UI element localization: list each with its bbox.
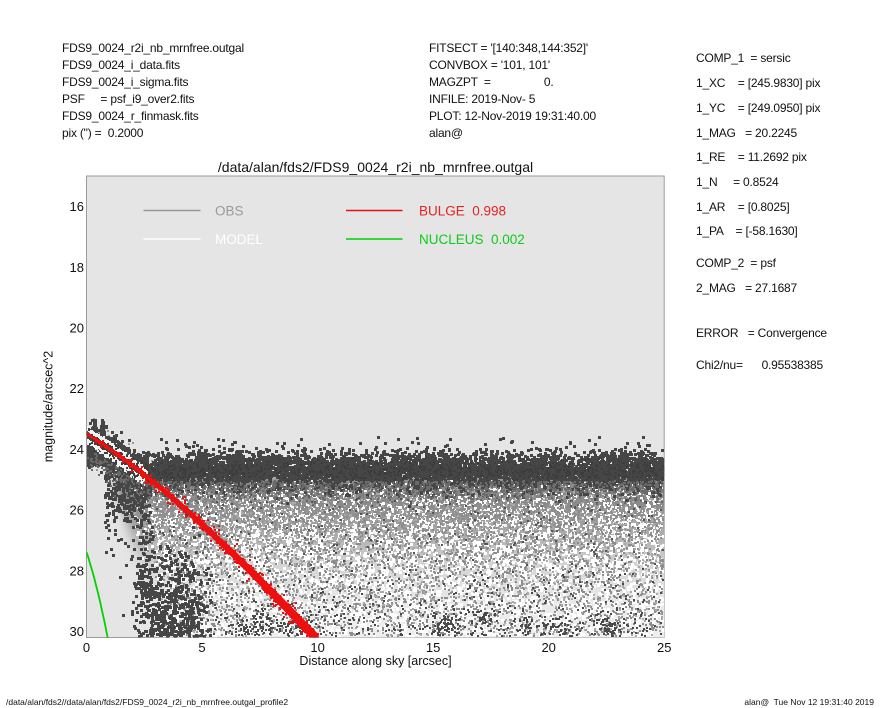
svg-text:/data/alan/fds2/FDS9_0024_r2i_: /data/alan/fds2/FDS9_0024_r2i_nb_mrnfree… bbox=[218, 159, 533, 175]
svg-text:1_YC = [249.0950] pix: 1_YC = [249.0950] pix bbox=[696, 101, 820, 115]
svg-text:5: 5 bbox=[198, 640, 205, 655]
svg-text:26: 26 bbox=[70, 503, 84, 518]
svg-text:MAGZPT = 0.: MAGZPT = 0. bbox=[429, 75, 554, 89]
svg-text:2_MAG = 27.1687: 2_MAG = 27.1687 bbox=[696, 281, 798, 295]
svg-text:magnitude/arcsec^2: magnitude/arcsec^2 bbox=[42, 351, 56, 463]
svg-text:PLOT: 12-Nov-2019 19:31:40.00: PLOT: 12-Nov-2019 19:31:40.00 bbox=[429, 109, 597, 123]
svg-text:FITSECT = '[140:348,144:352]': FITSECT = '[140:348,144:352]' bbox=[429, 41, 588, 55]
svg-text:CONVBOX = '101, 101': CONVBOX = '101, 101' bbox=[429, 58, 550, 72]
svg-text:28: 28 bbox=[70, 563, 84, 578]
svg-text:1_XC = [245.9830] pix: 1_XC = [245.9830] pix bbox=[696, 76, 820, 90]
svg-text:30: 30 bbox=[70, 624, 84, 639]
svg-text:NUCLEUS 0.002: NUCLEUS 0.002 bbox=[419, 232, 525, 247]
svg-text:1_MAG = 20.2245: 1_MAG = 20.2245 bbox=[696, 126, 798, 140]
svg-text:FDS9_0024_r2i_nb_mrnfree.outga: FDS9_0024_r2i_nb_mrnfree.outgal bbox=[62, 41, 244, 55]
svg-text:1_RE = 11.2692 pix: 1_RE = 11.2692 pix bbox=[696, 150, 807, 164]
svg-text:10: 10 bbox=[310, 640, 324, 655]
svg-text:22: 22 bbox=[70, 381, 84, 396]
svg-text:PSF = psf_i9_over2.fits: PSF = psf_i9_over2.fits bbox=[62, 92, 195, 106]
svg-text:16: 16 bbox=[70, 199, 84, 214]
svg-text:COMP_1 = sersic: COMP_1 = sersic bbox=[696, 51, 791, 65]
svg-text:OBS: OBS bbox=[215, 204, 244, 219]
svg-text:/data/alan/fds2//data/alan/fds: /data/alan/fds2//data/alan/fds2/FDS9_002… bbox=[6, 697, 288, 707]
svg-text:20: 20 bbox=[541, 640, 555, 655]
svg-text:FDS9_0024_r_finmask.fits: FDS9_0024_r_finmask.fits bbox=[62, 109, 199, 123]
svg-text:24: 24 bbox=[70, 442, 84, 457]
svg-text:alan@ Tue Nov 12 19:31:40 201: alan@ Tue Nov 12 19:31:40 2019 bbox=[744, 697, 874, 707]
svg-text:MODEL: MODEL bbox=[215, 232, 264, 247]
svg-text:1_AR = [0.8025]: 1_AR = [0.8025] bbox=[696, 200, 789, 214]
svg-text:Chi2/nu= 0.95538385: Chi2/nu= 0.95538385 bbox=[696, 358, 823, 372]
svg-text:25: 25 bbox=[657, 640, 671, 655]
svg-text:pix (") = 0.2000: pix (") = 0.2000 bbox=[62, 126, 144, 140]
svg-text:ERROR = Convergence: ERROR = Convergence bbox=[696, 326, 827, 340]
svg-text:1_N = 0.8524: 1_N = 0.8524 bbox=[696, 175, 779, 189]
svg-text:18: 18 bbox=[70, 260, 84, 275]
svg-text:15: 15 bbox=[426, 640, 440, 655]
svg-text:alan@: alan@ bbox=[429, 126, 463, 140]
svg-text:FDS9_0024_i_data.fits: FDS9_0024_i_data.fits bbox=[62, 58, 180, 72]
svg-text:0: 0 bbox=[83, 640, 90, 655]
svg-text:INFILE: 2019-Nov- 5: INFILE: 2019-Nov- 5 bbox=[429, 92, 536, 106]
svg-text:Distance along sky [arcsec]: Distance along sky [arcsec] bbox=[299, 654, 451, 668]
svg-text:FDS9_0024_i_sigma.fits: FDS9_0024_i_sigma.fits bbox=[62, 75, 189, 89]
svg-text:COMP_2 = psf: COMP_2 = psf bbox=[696, 256, 777, 270]
svg-text:20: 20 bbox=[70, 321, 84, 336]
svg-text:BULGE 0.998: BULGE 0.998 bbox=[419, 204, 506, 219]
svg-text:1_PA = [-58.1630]: 1_PA = [-58.1630] bbox=[696, 224, 798, 238]
